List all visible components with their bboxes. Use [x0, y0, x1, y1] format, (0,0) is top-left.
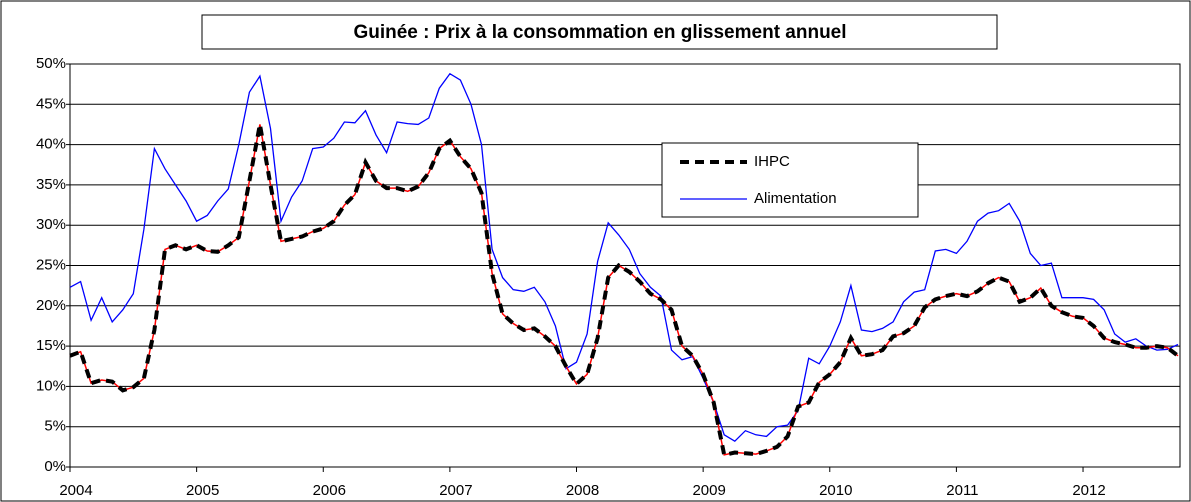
y-tick-label: 5%: [44, 418, 66, 435]
y-tick-label: 0%: [44, 458, 66, 475]
y-tick-label: 40%: [36, 136, 66, 153]
legend-box: [661, 142, 919, 218]
y-tick-label: 50%: [36, 55, 66, 72]
y-tick-label: 35%: [36, 176, 66, 193]
series-line: [69, 124, 1180, 458]
x-tick-label: 2004: [59, 482, 92, 499]
x-tick-label: 2008: [566, 482, 599, 499]
y-tick-label: 10%: [36, 377, 66, 394]
series-line: [69, 72, 1179, 443]
y-tick-label: 15%: [36, 337, 66, 354]
x-tick-label: 2007: [439, 482, 472, 499]
y-tick-label: 45%: [36, 95, 66, 112]
y-tick-label: 20%: [36, 297, 66, 314]
x-tick-label: 2011: [946, 482, 978, 499]
x-tick-label: 2012: [1072, 482, 1105, 499]
x-tick-label: 2006: [313, 482, 346, 499]
chart-title: Guinée : Prix à la consommation en gliss…: [353, 22, 846, 43]
y-tick-label: 25%: [36, 256, 66, 273]
x-tick-label: 2009: [692, 482, 725, 499]
legend-label: Alimentation: [754, 190, 837, 207]
x-tick-label: 2010: [819, 482, 852, 499]
y-tick-label: 30%: [36, 216, 66, 233]
title-box: [201, 14, 998, 50]
legend-label: IHPC: [754, 153, 790, 170]
x-tick-label: 2005: [186, 482, 219, 499]
